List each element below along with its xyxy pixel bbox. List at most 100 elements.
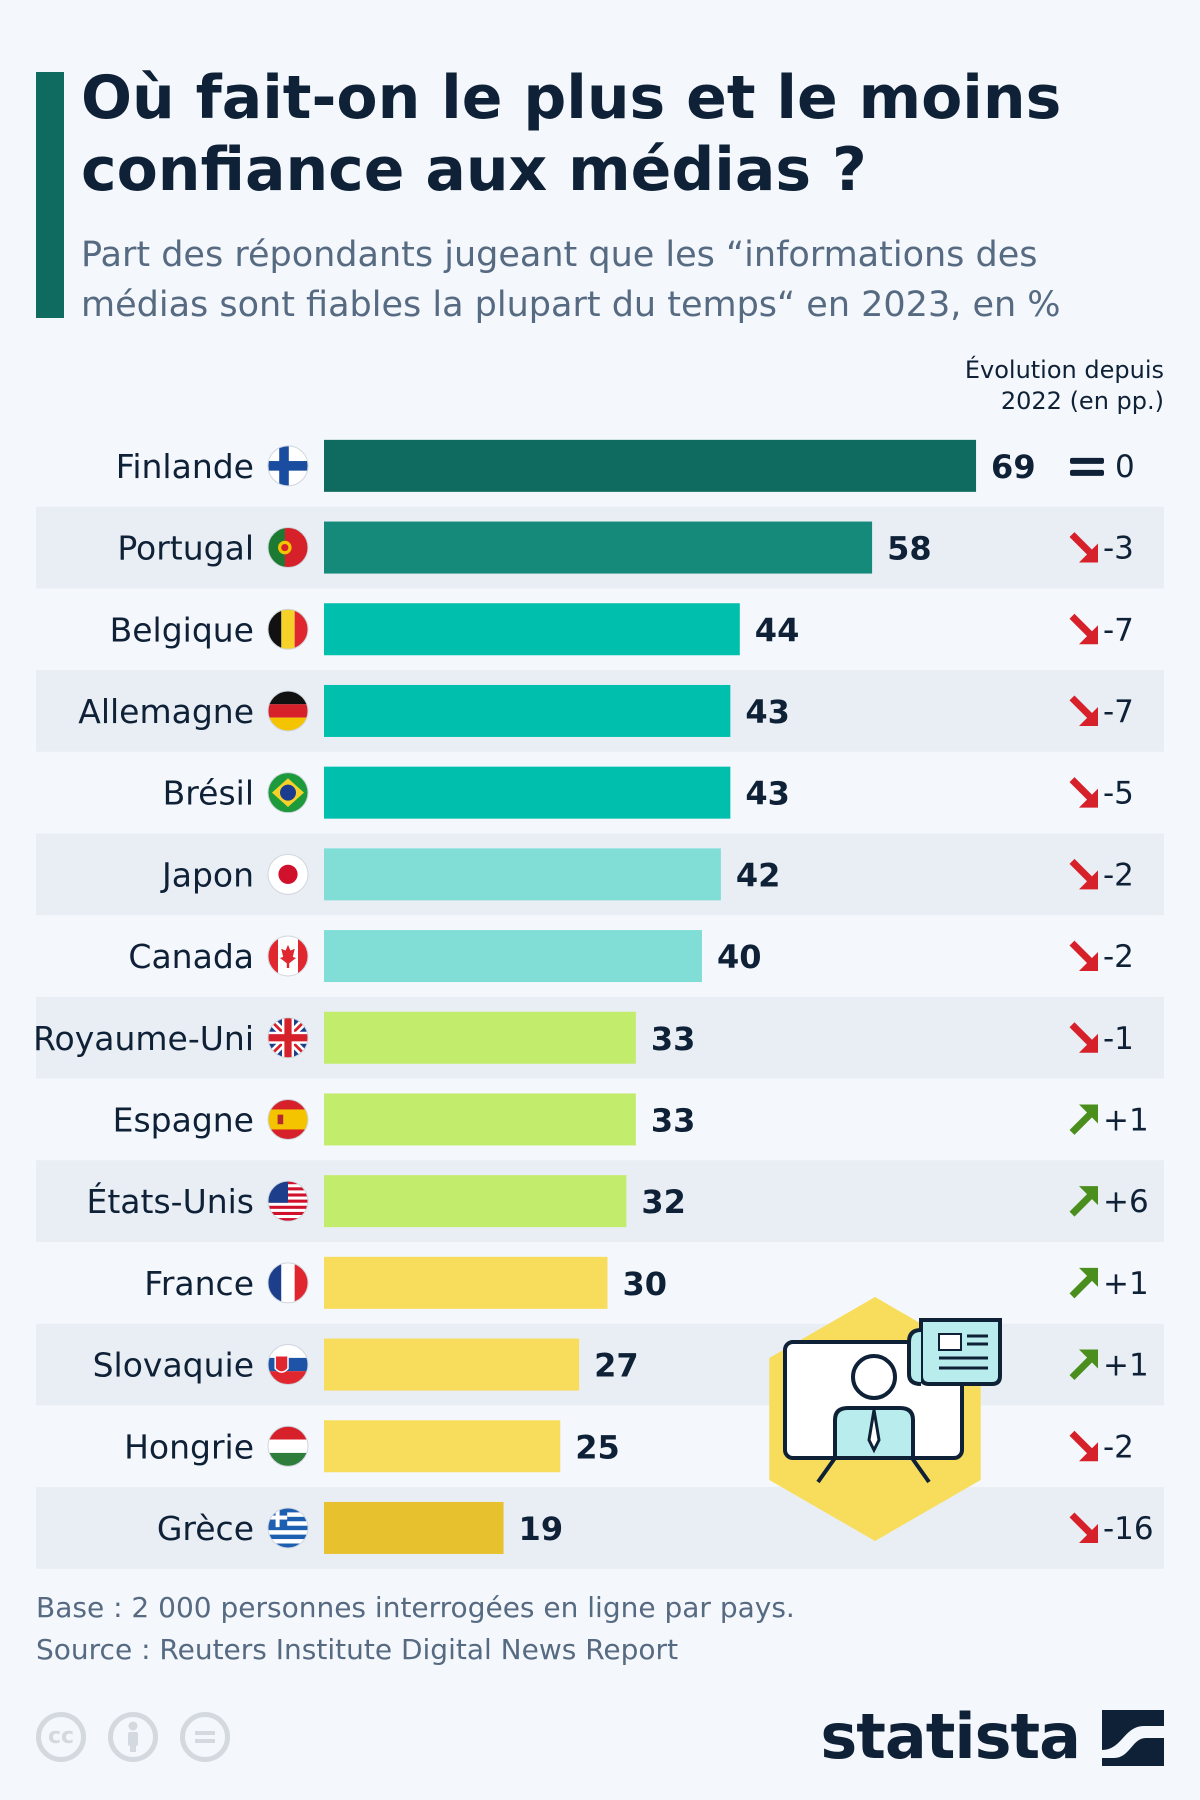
flag-japan-icon (267, 853, 309, 895)
flag-france-icon (267, 1262, 309, 1304)
change-label: -2 (1103, 1429, 1134, 1465)
arrow-down-icon (1079, 1033, 1098, 1053)
arrow-down-icon (1069, 613, 1095, 639)
footnote-base: Base : 2 000 personnes interrogées en li… (36, 1591, 795, 1624)
value-label: 25 (575, 1428, 620, 1466)
value-label: 19 (519, 1510, 564, 1548)
value-label: 33 (651, 1020, 696, 1058)
evolution-header: Évolution depuis 2022 (en pp.) (964, 356, 1164, 415)
flag-greece-icon (267, 1507, 309, 1549)
arrow-down-icon (1069, 777, 1095, 803)
category-label: États-Unis (87, 1181, 254, 1221)
category-label: Portugal (117, 529, 254, 568)
equal-icon (1070, 457, 1104, 464)
category-label: Royaume-Uni (33, 1019, 254, 1058)
arrow-down-icon (1069, 940, 1095, 966)
bar (324, 930, 702, 983)
change-label: -7 (1103, 612, 1134, 648)
change-label: +1 (1103, 1266, 1149, 1302)
value-label: 44 (755, 611, 800, 649)
bar (324, 603, 740, 656)
category-label: Finlande (116, 447, 254, 486)
newspaper-photo-icon (938, 1333, 962, 1351)
bar (324, 1501, 504, 1554)
chart-subtitle: Part des répondants jugeant que les “inf… (81, 235, 1061, 325)
statista-mark-icon (1102, 1710, 1164, 1766)
change-label: +1 (1103, 1102, 1149, 1138)
arrow-down-icon (1069, 532, 1095, 558)
arrow-down-icon (1069, 1430, 1095, 1456)
category-label: Belgique (110, 610, 254, 649)
footnote-source: Source : Reuters Institute Digital News … (36, 1633, 679, 1666)
category-label: Brésil (163, 774, 254, 813)
bar (324, 684, 731, 737)
arrow-down-icon (1079, 952, 1098, 972)
value-label: 69 (991, 448, 1036, 486)
equal-icon (1070, 469, 1104, 476)
change-label: -7 (1103, 694, 1134, 730)
person-head-icon (851, 1354, 897, 1400)
change-label: -2 (1103, 857, 1134, 893)
category-label: Allemagne (78, 692, 254, 731)
tie-icon (867, 1409, 881, 1454)
flag-belgium-icon (267, 608, 309, 650)
value-label: 30 (623, 1265, 668, 1303)
flag-brazil-icon (267, 772, 309, 814)
arrow-down-icon (1069, 1512, 1095, 1538)
arrow-up-icon (1079, 1104, 1098, 1124)
arrow-up-icon (1079, 1186, 1098, 1206)
bar (324, 439, 977, 492)
category-label: Slovaquie (93, 1346, 254, 1385)
flag-spain-icon (267, 1098, 309, 1140)
arrow-up-icon (1079, 1267, 1098, 1287)
category-label: Japon (160, 855, 254, 894)
bar (324, 1420, 561, 1473)
newspaper-lines-icon (939, 1334, 988, 1370)
value-label: 43 (745, 775, 790, 813)
arrow-down-icon (1079, 788, 1098, 808)
flag-canada-icon (267, 935, 309, 977)
value-label: 33 (651, 1101, 696, 1139)
flag-hungary-icon (267, 1425, 309, 1467)
arrow-down-icon (1079, 1442, 1098, 1462)
bar (324, 766, 731, 819)
arrow-down-icon (1079, 1523, 1098, 1543)
value-label: 27 (594, 1347, 639, 1385)
arrow-down-icon (1069, 695, 1095, 721)
by-icon[interactable] (108, 1712, 158, 1762)
arrow-down-icon (1069, 858, 1095, 884)
arrow-down-icon (1079, 543, 1098, 563)
value-label: 40 (717, 938, 762, 976)
change-label: -16 (1103, 1511, 1154, 1547)
tv-legs-icon (816, 1456, 931, 1484)
flag-portugal-icon (267, 527, 309, 569)
newspaper-fold-icon (907, 1328, 922, 1386)
arrow-down-icon (1069, 1022, 1095, 1048)
row-stripe (36, 1487, 1164, 1569)
flag-uk-icon (267, 1017, 309, 1059)
arrow-down-icon (1079, 870, 1098, 890)
chart-title: Où fait-on le plus et le moins confiance… (81, 63, 1062, 205)
change-label: 0 (1115, 449, 1135, 485)
title-accent-bar (36, 72, 64, 318)
change-label: +1 (1103, 1348, 1149, 1384)
cc-icon[interactable]: cc (36, 1712, 86, 1762)
arrow-up-icon (1069, 1355, 1095, 1381)
change-label: -5 (1103, 776, 1134, 812)
arrow-down-icon (1079, 625, 1098, 645)
value-label: 58 (887, 530, 932, 568)
bar (324, 1011, 636, 1064)
arrow-up-icon (1069, 1273, 1095, 1299)
category-label: France (144, 1264, 254, 1303)
flag-germany-icon (267, 690, 309, 732)
nd-icon[interactable] (180, 1712, 230, 1762)
category-label: Grèce (157, 1509, 254, 1548)
category-label: Canada (128, 937, 254, 976)
brand-name: statista (820, 1700, 1081, 1773)
arrow-up-icon (1069, 1109, 1095, 1135)
arrow-up-icon (1069, 1191, 1095, 1217)
bar (324, 1093, 636, 1146)
category-label: Espagne (113, 1100, 254, 1139)
bar (324, 1175, 627, 1228)
